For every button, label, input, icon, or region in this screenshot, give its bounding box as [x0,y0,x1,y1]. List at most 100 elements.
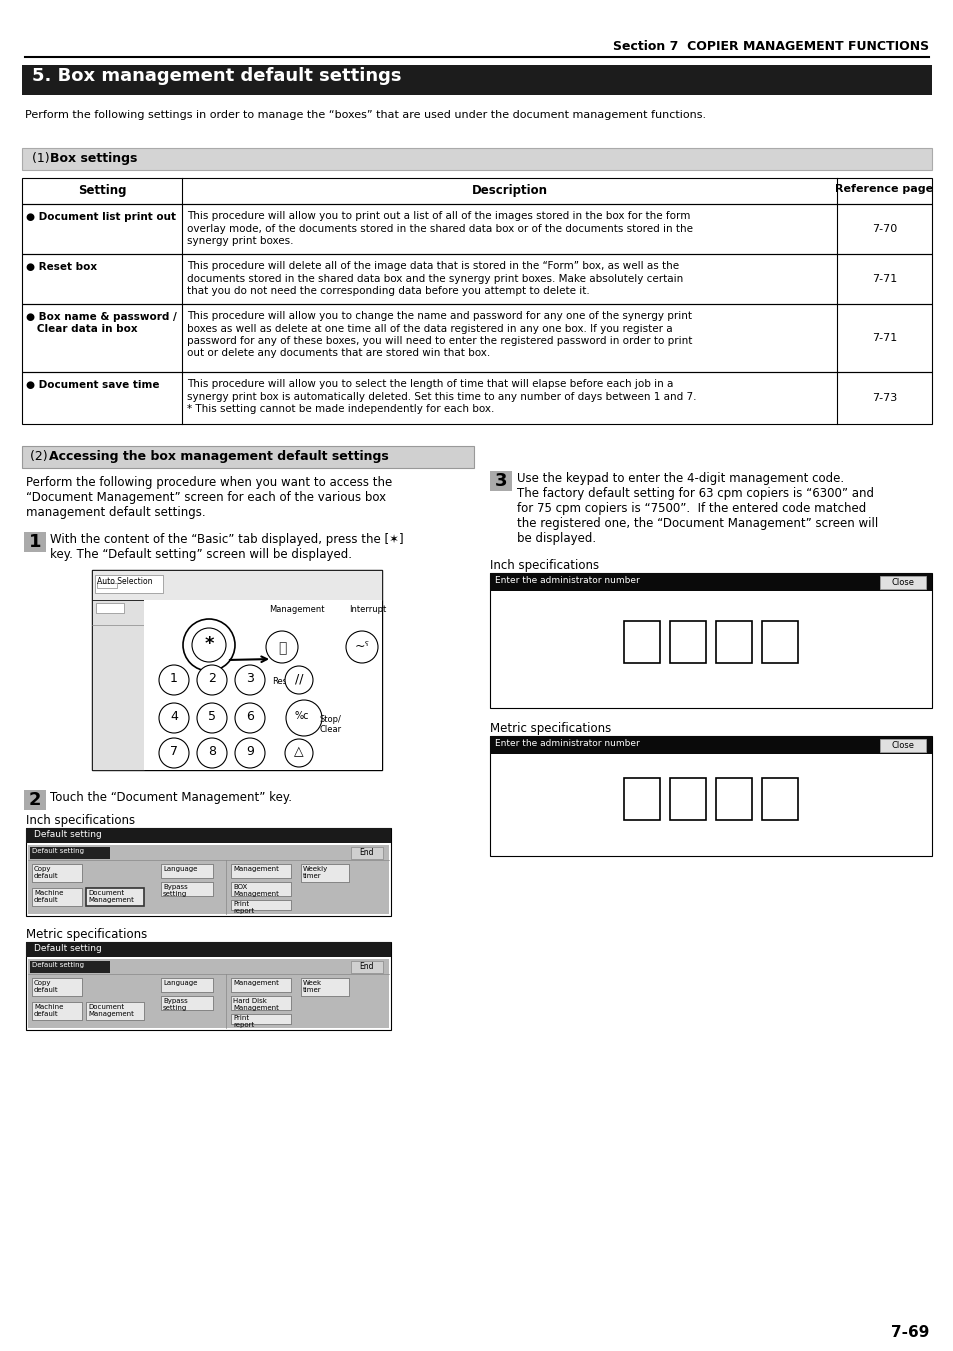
Text: Default setting: Default setting [34,830,102,839]
Text: Default setting: Default setting [34,944,102,952]
Text: Section 7  COPIER MANAGEMENT FUNCTIONS: Section 7 COPIER MANAGEMENT FUNCTIONS [612,41,928,53]
Text: 3: 3 [495,471,507,490]
Text: 2: 2 [208,671,215,685]
Bar [91,570,381,770]
Bar [623,621,659,663]
Bar [91,600,144,770]
Bar [26,942,391,1029]
Text: Touch the “Document Management” key.: Touch the “Document Management” key. [50,790,292,804]
Text: Management: Management [233,866,278,871]
Text: Machine
default: Machine default [34,890,63,902]
Text: //: // [294,671,303,685]
Text: This procedure will allow you to select the length of time that will elapse befo: This procedure will allow you to select … [187,380,673,389]
Text: Bypass
setting: Bypass setting [163,884,188,897]
Text: boxes as well as delete at one time all of the data registered in any one box. I: boxes as well as delete at one time all … [187,323,672,334]
Bar [879,576,925,589]
Bar [161,996,213,1011]
Bar [231,865,291,878]
Bar [490,736,931,857]
Circle shape [196,703,227,734]
Text: *: * [204,635,213,653]
Bar [26,942,391,957]
Text: Perform the following settings in order to manage the “boxes” that are used unde: Perform the following settings in order … [25,109,705,120]
Bar [144,600,381,770]
Bar [28,844,389,915]
Bar [24,790,46,811]
Circle shape [159,703,189,734]
Text: Weekly
timer: Weekly timer [303,866,328,880]
Bar [96,603,124,613]
Text: ⚿: ⚿ [277,640,286,655]
Bar [22,65,931,95]
Text: Management: Management [269,605,324,613]
Bar [301,978,349,996]
Bar [231,1015,291,1024]
Text: 6: 6 [246,711,253,723]
Bar [22,372,931,424]
Text: ● Document save time: ● Document save time [26,380,159,390]
Bar [22,446,474,467]
Text: Accessing the box management default settings: Accessing the box management default set… [49,450,388,463]
Text: 2: 2 [29,790,41,809]
Text: Enter the administrator number: Enter the administrator number [495,576,639,585]
Text: 9: 9 [246,744,253,758]
Text: 7-73: 7-73 [871,393,896,403]
Bar [22,204,931,254]
Text: 7-69: 7-69 [890,1325,928,1340]
Text: 7-71: 7-71 [871,274,896,284]
Circle shape [285,666,313,694]
Text: Metric specifications: Metric specifications [490,721,611,735]
Bar [669,778,705,820]
Text: Close: Close [890,578,914,586]
Text: 4: 4 [170,711,178,723]
Bar [22,254,931,304]
Bar [161,978,213,992]
Bar [161,865,213,878]
Text: 5: 5 [208,711,215,723]
Text: * This setting cannot be made independently for each box.: * This setting cannot be made independen… [187,404,494,413]
Bar [86,1002,144,1020]
Bar [32,865,82,882]
Bar [716,621,751,663]
Text: Setting: Setting [77,184,126,197]
Bar [231,978,291,992]
Text: overlay mode, of the documents stored in the shared data box or of the documents: overlay mode, of the documents stored in… [187,223,692,234]
Text: Document
Management: Document Management [88,1004,133,1017]
Text: 1: 1 [170,671,178,685]
Text: Language: Language [163,979,197,986]
Text: ● Box name & password /
   Clear data in box: ● Box name & password / Clear data in bo… [26,312,176,334]
Text: Week
timer: Week timer [303,979,322,993]
Bar [490,573,931,590]
Circle shape [234,738,265,767]
Bar [669,621,705,663]
Text: Reset: Reset [272,677,295,686]
Text: Copy
default: Copy default [34,866,58,880]
Text: BOX
Management: BOX Management [233,884,278,897]
Text: End: End [359,848,374,857]
Bar [26,828,391,916]
Bar [879,739,925,753]
Bar [24,532,46,553]
Text: 3: 3 [246,671,253,685]
Text: ● Document list print out: ● Document list print out [26,212,175,222]
Bar [22,178,931,204]
Text: Use the keypad to enter the 4-digit management code.
The factory default setting: Use the keypad to enter the 4-digit mana… [517,471,878,544]
Bar [32,1002,82,1020]
Bar [26,828,391,843]
Text: Copy
default: Copy default [34,979,58,993]
Bar [97,584,117,588]
Text: documents stored in the shared data box and the synergy print boxes. Make absolu: documents stored in the shared data box … [187,273,682,284]
Text: 1: 1 [29,534,41,551]
Text: Hard Disk
Management: Hard Disk Management [233,998,278,1011]
Text: Inch specifications: Inch specifications [490,559,598,571]
Text: Default setting: Default setting [32,848,84,854]
Circle shape [346,631,377,663]
Bar [761,778,797,820]
Bar [623,778,659,820]
Circle shape [285,739,313,767]
Bar [28,959,389,1028]
Bar [351,961,382,973]
Bar [301,865,349,882]
Text: This procedure will delete all of the image data that is stored in the “Form” bo: This procedure will delete all of the im… [187,261,679,272]
Circle shape [286,700,322,736]
